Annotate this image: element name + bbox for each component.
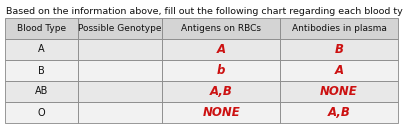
Bar <box>162 60 280 81</box>
Bar <box>5 102 78 123</box>
Text: A,B: A,B <box>210 85 233 98</box>
Bar <box>162 102 280 123</box>
Bar <box>280 60 398 81</box>
Text: Based on the information above, fill out the following chart regarding each bloo: Based on the information above, fill out… <box>6 7 403 16</box>
Bar <box>280 39 398 60</box>
Bar <box>78 18 162 39</box>
Bar <box>78 102 162 123</box>
Text: NONE: NONE <box>320 85 358 98</box>
Text: Antibodies in plasma: Antibodies in plasma <box>292 24 386 33</box>
Bar <box>280 81 398 102</box>
Text: Antigens on RBCs: Antigens on RBCs <box>181 24 261 33</box>
Text: NONE: NONE <box>202 106 240 119</box>
Bar <box>5 18 78 39</box>
Bar <box>162 18 280 39</box>
Bar <box>280 18 398 39</box>
Text: B: B <box>334 43 343 56</box>
Text: A: A <box>216 43 226 56</box>
Text: B: B <box>38 66 45 76</box>
Bar <box>78 81 162 102</box>
Text: b: b <box>217 64 225 77</box>
Text: A,B: A,B <box>328 106 351 119</box>
Bar <box>5 60 78 81</box>
Bar <box>78 60 162 81</box>
Bar <box>5 81 78 102</box>
Text: O: O <box>37 108 45 118</box>
Text: A: A <box>38 44 45 54</box>
Bar <box>78 39 162 60</box>
Text: A: A <box>334 64 344 77</box>
Bar <box>5 39 78 60</box>
Bar <box>162 81 280 102</box>
Text: Blood Type: Blood Type <box>17 24 66 33</box>
Bar <box>162 39 280 60</box>
Bar <box>280 102 398 123</box>
Text: Possible Genotype: Possible Genotype <box>78 24 162 33</box>
Text: AB: AB <box>35 86 48 97</box>
